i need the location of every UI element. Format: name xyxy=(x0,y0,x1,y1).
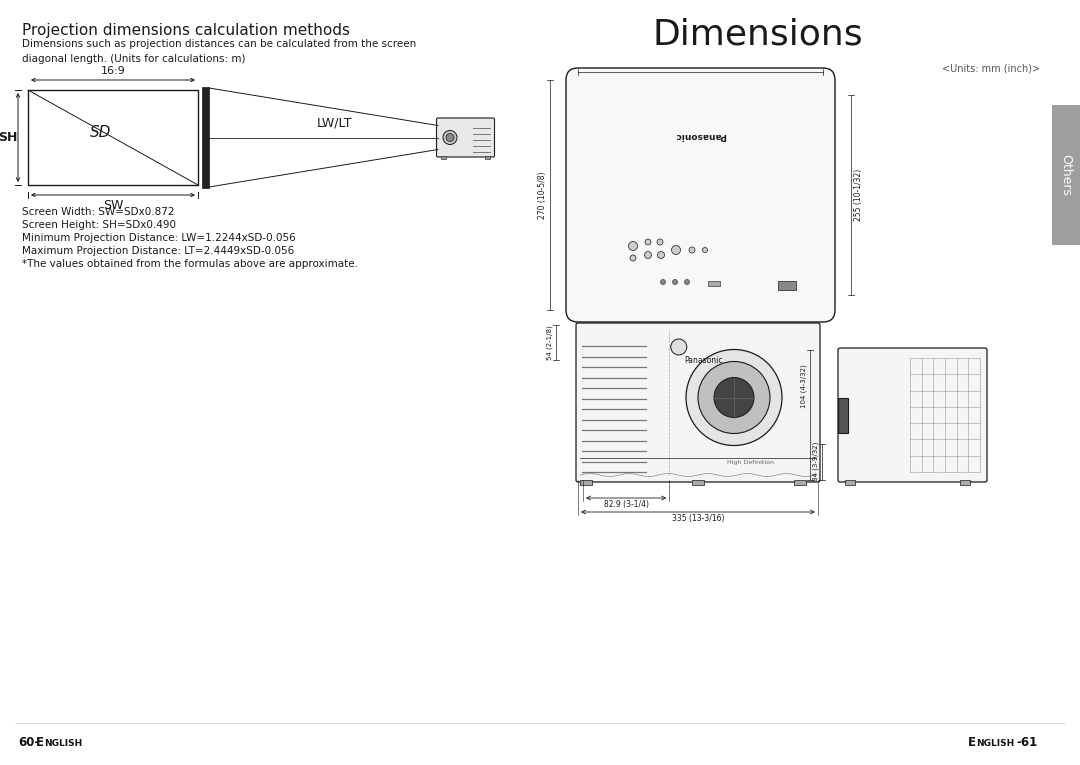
Bar xyxy=(692,480,704,485)
Bar xyxy=(441,155,446,158)
FancyBboxPatch shape xyxy=(576,323,820,482)
Text: 270 (10-5/8): 270 (10-5/8) xyxy=(538,171,546,219)
Text: Minimum Projection Distance: LW=1.2244xSD-0.056: Minimum Projection Distance: LW=1.2244xS… xyxy=(22,233,296,243)
Circle shape xyxy=(446,134,454,142)
Circle shape xyxy=(702,248,707,252)
Text: Screen Height: SH=SDx0.490: Screen Height: SH=SDx0.490 xyxy=(22,220,176,230)
Text: 84 (3-9/32): 84 (3-9/32) xyxy=(812,442,819,481)
Circle shape xyxy=(686,350,782,445)
Text: 335 (13-3/16): 335 (13-3/16) xyxy=(672,514,725,523)
Circle shape xyxy=(698,362,770,434)
Text: Dimensions: Dimensions xyxy=(652,17,863,51)
Text: 255 (10-1/32): 255 (10-1/32) xyxy=(854,169,863,221)
FancyBboxPatch shape xyxy=(838,348,987,482)
Bar xyxy=(1052,105,1080,245)
Circle shape xyxy=(661,279,665,285)
Bar xyxy=(485,155,490,158)
Text: E: E xyxy=(36,737,44,750)
Bar xyxy=(202,87,210,188)
Text: NGLISH: NGLISH xyxy=(976,738,1014,747)
Bar xyxy=(28,90,198,185)
Text: SD: SD xyxy=(91,125,111,140)
Circle shape xyxy=(645,252,651,259)
Text: 82.9 (3-1/4): 82.9 (3-1/4) xyxy=(604,500,649,509)
Bar xyxy=(580,480,592,485)
FancyBboxPatch shape xyxy=(566,68,835,322)
Text: Panasonic: Panasonic xyxy=(675,131,727,139)
Text: 54 (2-1/8): 54 (2-1/8) xyxy=(546,325,553,360)
Circle shape xyxy=(689,247,696,253)
Text: *The values obtained from the formulas above are approximate.: *The values obtained from the formulas a… xyxy=(22,259,357,269)
Text: 104 (4-3/32): 104 (4-3/32) xyxy=(800,365,807,409)
Text: Dimensions such as projection distances can be calculated from the screen
diagon: Dimensions such as projection distances … xyxy=(22,39,416,63)
Text: Projection dimensions calculation methods: Projection dimensions calculation method… xyxy=(22,23,350,38)
Text: -61: -61 xyxy=(1016,737,1037,750)
Text: <Units: mm (inch)>: <Units: mm (inch)> xyxy=(942,63,1040,73)
Bar xyxy=(778,281,796,290)
Bar xyxy=(838,398,848,432)
Circle shape xyxy=(672,246,680,255)
Text: Maximum Projection Distance: LT=2.4449xSD-0.056: Maximum Projection Distance: LT=2.4449xS… xyxy=(22,246,294,256)
Bar xyxy=(708,281,720,286)
Circle shape xyxy=(645,239,651,245)
Circle shape xyxy=(443,131,457,145)
Circle shape xyxy=(714,377,754,418)
Text: Others: Others xyxy=(1059,154,1072,196)
Circle shape xyxy=(673,279,677,285)
Text: E: E xyxy=(968,737,976,750)
Circle shape xyxy=(657,239,663,245)
Text: NGLISH: NGLISH xyxy=(44,738,82,747)
Text: Panasonic: Panasonic xyxy=(684,356,723,364)
Text: High Definition: High Definition xyxy=(727,460,774,464)
Text: 60-: 60- xyxy=(18,737,39,750)
Bar xyxy=(960,480,970,485)
Text: 16:9: 16:9 xyxy=(100,66,125,76)
Circle shape xyxy=(685,279,689,285)
FancyBboxPatch shape xyxy=(436,118,495,157)
Bar xyxy=(794,480,806,485)
Circle shape xyxy=(658,252,664,259)
Circle shape xyxy=(671,339,687,355)
Bar xyxy=(845,480,855,485)
Circle shape xyxy=(630,255,636,261)
Text: LW/LT: LW/LT xyxy=(316,116,352,129)
Text: SW: SW xyxy=(103,199,123,212)
Circle shape xyxy=(629,242,637,250)
Text: SH: SH xyxy=(0,131,17,144)
Text: Screen Width: SW=SDx0.872: Screen Width: SW=SDx0.872 xyxy=(22,207,175,217)
